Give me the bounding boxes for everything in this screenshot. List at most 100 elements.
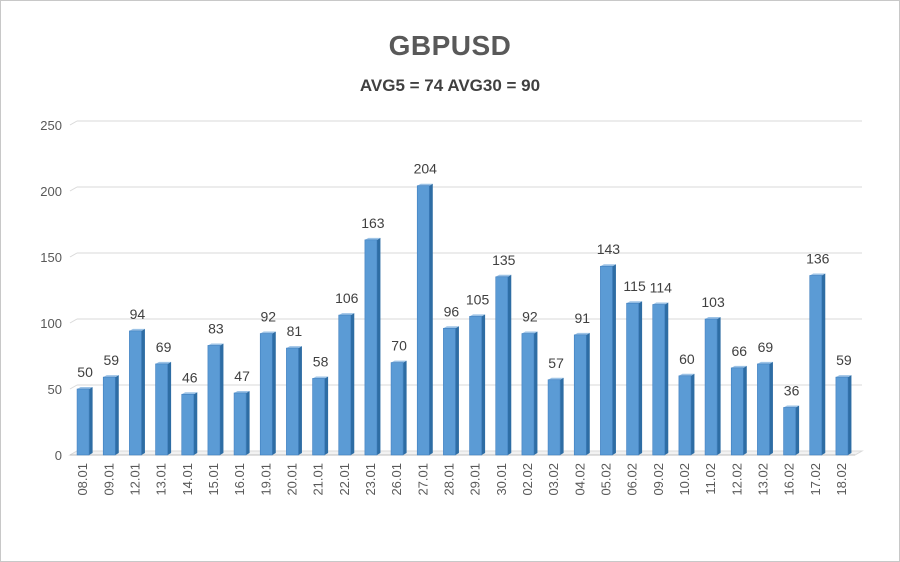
x-tick-label: 16.02 (782, 463, 797, 496)
data-label: 114 (650, 280, 673, 296)
bar (704, 318, 718, 456)
data-label: 83 (208, 320, 224, 336)
gridline-depth (69, 318, 78, 324)
x-tick-label: 14.01 (180, 463, 195, 496)
x-tick-label: 17.02 (808, 463, 823, 496)
bar (730, 367, 744, 456)
bar-side (324, 376, 329, 455)
x-tick-label: 09.02 (651, 463, 666, 496)
bar-side (638, 301, 643, 455)
y-tick-label: 50 (48, 382, 62, 397)
data-label: 66 (731, 343, 747, 359)
gridline-depth (69, 252, 78, 258)
bar-side (141, 328, 145, 455)
bar (678, 375, 692, 456)
bar-side (89, 387, 93, 455)
x-tick-label: 10.02 (677, 463, 692, 496)
x-tick-label: 21.01 (311, 463, 326, 496)
data-label: 92 (522, 309, 538, 325)
x-tick-label: 23.01 (363, 463, 378, 496)
bar-side (560, 377, 564, 455)
bar-side (821, 273, 826, 455)
bar-top (207, 343, 224, 346)
x-tick-label: 04.02 (572, 463, 587, 496)
bar-side (664, 302, 669, 455)
bar-side (167, 361, 172, 455)
x-tick-label: 13.02 (755, 463, 770, 496)
bar-side (769, 361, 773, 455)
gridline-depth (69, 384, 78, 390)
bar-side (193, 392, 198, 455)
bar (809, 275, 823, 456)
bar-side (481, 314, 486, 455)
bar-top (181, 392, 198, 395)
bar (181, 393, 195, 456)
data-label: 60 (679, 351, 695, 367)
y-tick-label: 250 (40, 118, 62, 133)
data-label: 143 (597, 241, 621, 257)
bar (600, 265, 613, 456)
bar-top (600, 264, 616, 267)
bar-top (469, 314, 486, 317)
bar-top (521, 331, 538, 334)
bar-top (391, 360, 407, 363)
bar (390, 362, 404, 456)
bar-top (155, 361, 172, 364)
x-tick-label: 11.02 (703, 463, 718, 495)
bar (312, 378, 325, 456)
bar-side (743, 365, 747, 455)
bar-top (338, 313, 355, 316)
x-tick-label: 16.01 (232, 463, 247, 496)
bar-side (115, 375, 119, 455)
data-label: 103 (701, 294, 725, 310)
bar-side (376, 237, 381, 455)
bar-top (103, 375, 119, 378)
bar-top (731, 365, 747, 368)
bar-top (312, 376, 329, 379)
bar-top (77, 387, 93, 389)
data-label: 50 (77, 364, 93, 380)
chart-title: GBPUSD (388, 30, 512, 61)
bar-top (364, 237, 381, 240)
data-label: 105 (466, 291, 490, 307)
data-label: 57 (548, 355, 564, 371)
bar-side (795, 405, 800, 455)
bar (757, 363, 770, 456)
bar-side (298, 346, 302, 455)
x-tick-label: 12.02 (729, 463, 744, 496)
data-label: 96 (444, 303, 460, 319)
bar-side (717, 317, 721, 455)
bar (443, 327, 456, 456)
bar (207, 345, 221, 456)
x-tick-label: 19.01 (258, 463, 273, 496)
bar (259, 333, 273, 456)
x-tick-label: 08.01 (75, 463, 90, 496)
bar-side (690, 373, 695, 455)
data-label: 47 (234, 368, 250, 384)
bar-top (443, 326, 459, 329)
bar-top (286, 346, 302, 349)
bar-top (757, 361, 773, 364)
bar-top (495, 274, 512, 277)
bar (364, 239, 378, 456)
bar-side (586, 332, 590, 455)
data-label: 69 (758, 339, 774, 355)
x-tick-label: 09.01 (101, 463, 116, 496)
bar (547, 379, 561, 456)
y-tick-label: 0 (55, 448, 62, 463)
bar (652, 304, 666, 456)
data-label: 106 (335, 290, 359, 306)
data-label: 59 (103, 352, 119, 368)
gridline-depth (69, 186, 78, 192)
bar-top (809, 273, 826, 276)
chart-subtitle: AVG5 = 74 AVG30 = 90 (359, 76, 541, 95)
x-tick-label: 28.01 (441, 463, 456, 496)
bar (338, 314, 352, 456)
x-tick-label: 03.02 (546, 463, 561, 496)
x-tick-label: 26.01 (389, 463, 404, 496)
x-tick-label: 29.01 (468, 463, 483, 496)
bar (129, 330, 142, 456)
x-tick-label: 12.01 (127, 463, 142, 496)
bar (416, 185, 430, 456)
data-label: 46 (182, 369, 198, 385)
